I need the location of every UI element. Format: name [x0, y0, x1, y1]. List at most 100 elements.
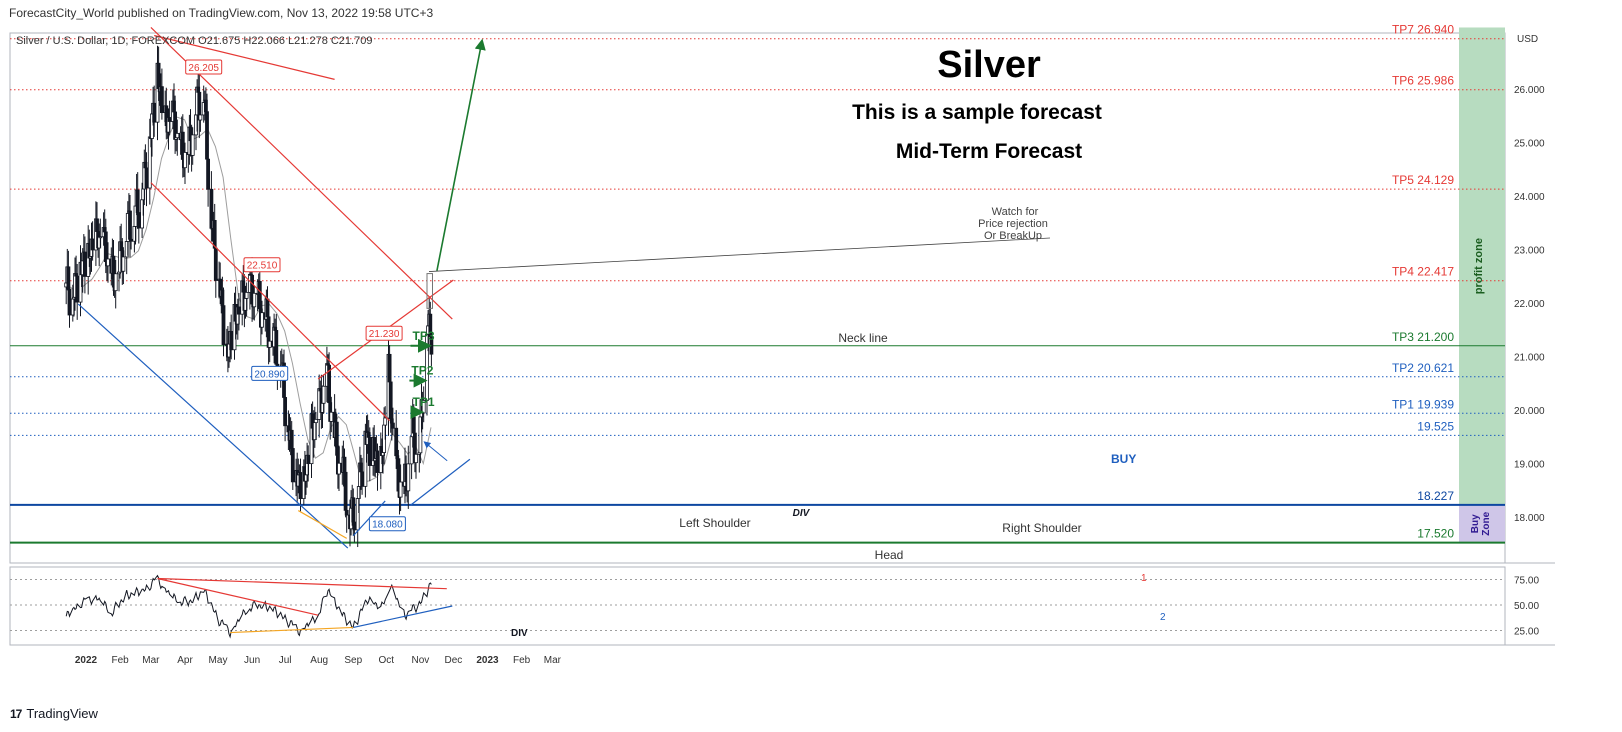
right-shoulder-label: Right Shoulder [1002, 521, 1081, 535]
candle [375, 443, 380, 491]
time-tick: 2022 [75, 655, 98, 666]
buy-zone-label-2: Zone [1481, 511, 1492, 535]
candle [283, 379, 288, 442]
chart-subtitle-2: Mid-Term Forecast [896, 140, 1082, 163]
level-label-L19525: 19.525 [1417, 419, 1454, 433]
candle [406, 445, 411, 509]
watch-note-3: Or BreakUp [984, 230, 1042, 242]
level-label-L18227: 18.227 [1417, 489, 1454, 503]
candle [414, 437, 418, 479]
price-tick: 25.000 [1514, 139, 1545, 150]
price-tag-box [251, 365, 289, 381]
price-tag-18.080: 18.080 [372, 520, 403, 531]
rsi-div-label: DIV [511, 628, 528, 639]
level-label-TP7: TP7 26.940 [1392, 23, 1454, 37]
rsi-red-top [157, 577, 447, 590]
watch-box [426, 273, 433, 309]
buy-zone-label-1: Buy [1470, 514, 1481, 533]
rsi-tick: 50.00 [1514, 601, 1539, 612]
trend-red-top-short [154, 34, 335, 80]
moving-average-line [69, 116, 432, 483]
head-label: Head [875, 548, 904, 562]
trend-blue-down [77, 303, 349, 549]
rsi-line-2-label: 2 [1160, 612, 1166, 623]
candle [159, 68, 164, 120]
trend-blue-up-long [410, 458, 471, 506]
price-tick: 21.000 [1514, 353, 1545, 364]
price-tick: 26.000 [1514, 85, 1545, 96]
watch-note-2: Price rejection [978, 218, 1048, 230]
candle [260, 300, 264, 335]
price-tick: 24.000 [1514, 192, 1545, 203]
tp-arrow-label-TP3: TP3 [413, 329, 435, 343]
price-tag-21.230: 21.230 [369, 329, 400, 340]
time-tick: May [209, 655, 228, 666]
candle [198, 102, 203, 132]
currency-label: USD [1517, 34, 1538, 45]
candle [383, 406, 388, 440]
time-tick: Oct [379, 655, 395, 666]
candle [190, 127, 195, 165]
level-label-TP4: TP4 22.417 [1392, 265, 1454, 279]
price-tag-26.205: 26.205 [188, 63, 219, 74]
candle [398, 464, 403, 512]
buy-pointer [423, 441, 448, 462]
div-label: DIV [793, 508, 811, 519]
forecast-arrow [436, 38, 486, 272]
candle [290, 431, 295, 490]
candle [98, 218, 103, 248]
time-tick: Feb [513, 655, 531, 666]
trend-red-inner-down [150, 182, 391, 422]
price-tag-22.510: 22.510 [247, 261, 278, 272]
rsi-line-1-label: 1 [1141, 573, 1147, 584]
time-tick: Dec [445, 655, 463, 666]
level-label-TP6: TP6 25.986 [1392, 74, 1454, 88]
tradingview-brand: TradingView [26, 706, 98, 721]
time-tick: Apr [177, 655, 193, 666]
candle [244, 282, 249, 317]
price-tick: 20.000 [1514, 406, 1545, 417]
symbol-line: Silver / U.S. Dollar, 1D, FOREXCOM O21.6… [16, 35, 372, 47]
candle [113, 259, 118, 309]
level-label-TP5: TP5 24.129 [1392, 173, 1454, 187]
candle [390, 407, 395, 436]
chart-title: Silver [937, 44, 1041, 86]
price-tag-box [185, 59, 223, 75]
rsi-pane-frame [9, 566, 1506, 646]
silver-chart[interactable]: profit zone Buy Zone TP7 26.940 TP6 25.986 TP… [0, 0, 1622, 700]
time-tick: 2023 [476, 655, 499, 666]
time-tick: Aug [310, 655, 328, 666]
price-tick: 18.000 [1514, 513, 1545, 524]
tradingview-footer[interactable]: 17 TradingView [10, 706, 98, 721]
tradingview-logo-icon: 17 [10, 706, 22, 721]
watch-note-1: Watch for [992, 206, 1039, 218]
level-label-L17520: 17.520 [1417, 527, 1454, 541]
profit-zone-label: profit zone [1473, 238, 1485, 294]
profit-zone [1459, 27, 1505, 505]
rsi-blue [353, 605, 453, 629]
candle [321, 374, 326, 414]
buy-label: BUY [1111, 452, 1136, 466]
tp-arrow-label-TP1: TP1 [413, 395, 435, 409]
time-tick: Nov [412, 655, 430, 666]
candle [313, 411, 318, 440]
candle [252, 285, 257, 321]
price-tick: 19.000 [1514, 460, 1545, 471]
publisher-line: ForecastCity_World published on TradingV… [9, 6, 434, 20]
price-tick: 22.000 [1514, 299, 1545, 310]
time-tick: Feb [111, 655, 129, 666]
candle [344, 492, 349, 533]
level-label-TP2: TP2 20.621 [1392, 361, 1454, 375]
left-shoulder-label: Left Shoulder [679, 516, 750, 530]
price-tick: 23.000 [1514, 246, 1545, 257]
buy-zone [1459, 504, 1505, 543]
rsi-tick: 25.00 [1514, 627, 1539, 638]
time-tick: Mar [142, 655, 160, 666]
watch-pointer [428, 237, 1051, 272]
level-label-TP1: TP1 19.939 [1392, 397, 1454, 411]
price-tag-box [365, 325, 403, 341]
time-tick: Mar [544, 655, 562, 666]
time-tick: Jul [279, 655, 292, 666]
candle [221, 287, 226, 357]
